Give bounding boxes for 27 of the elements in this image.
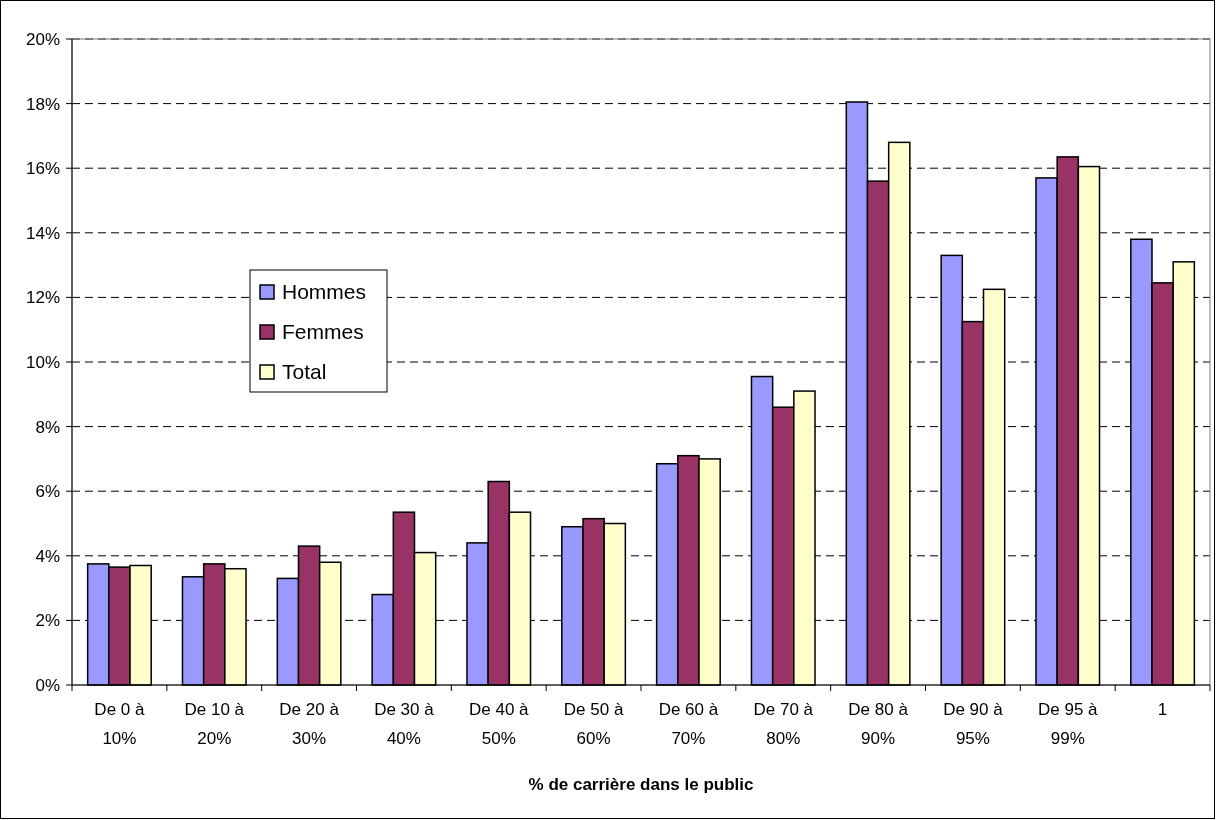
y-tick-label: 20% [25,29,60,49]
x-tick-label: De 10 à 20% [184,700,245,748]
x-tick-label: 1 [1157,700,1168,719]
legend-label: Total [282,360,327,384]
y-tick-label: 4% [35,546,60,566]
y-tick-label: 0% [35,675,60,695]
x-tick-label: De 90 à 95% [943,700,1004,748]
x-tick-label: De 0 à 10% [94,700,145,748]
x-tick-label: De 40 à 50% [468,700,530,748]
y-tick-label: 10% [25,352,60,372]
y-tick-label: 16% [25,159,60,179]
legend-label: Femmes [282,320,364,344]
x-axis-title: % de carrière dans le public [528,775,754,794]
x-tick-label: De 50 à 60% [563,700,624,748]
x-tick-label: De 30 à 40% [374,700,435,748]
x-tick-label: De 60 à 70% [658,700,719,748]
x-tick-label: De 95 à 99% [1037,700,1099,748]
y-tick-label: 6% [35,482,60,502]
x-tick-label: De 70 à 80% [753,700,814,748]
x-tick-label: De 80 à 90% [848,700,909,748]
y-tick-label: 14% [25,223,60,243]
y-tick-label: 8% [35,417,60,437]
x-tick-label: De 20 à 30% [279,700,340,748]
y-tick-label: 18% [25,94,60,114]
y-tick-label: 12% [25,288,60,308]
legend-label: Hommes [282,280,367,304]
y-tick-label: 2% [35,611,60,631]
